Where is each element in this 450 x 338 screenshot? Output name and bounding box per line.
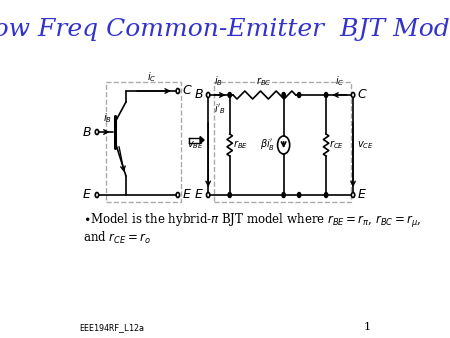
Circle shape [282,93,285,97]
Text: and $r_{CE} = r_o$: and $r_{CE} = r_o$ [84,230,151,246]
Circle shape [228,193,231,197]
Text: $v_{CE}$: $v_{CE}$ [357,139,374,151]
Polygon shape [200,137,204,144]
Text: $i_B$: $i_B$ [103,111,112,125]
Circle shape [351,193,355,197]
Text: $B$: $B$ [194,89,203,101]
Text: $C$: $C$ [182,84,193,97]
Circle shape [176,89,180,94]
Circle shape [207,193,210,197]
Circle shape [95,129,99,135]
Bar [214,82,351,202]
Text: $i'_B$: $i'_B$ [214,102,226,116]
Text: $E$: $E$ [82,189,92,201]
Text: $E$: $E$ [194,189,203,201]
Text: $r_{CE}$: $r_{CE}$ [329,139,345,151]
Text: $r_{BE}$: $r_{BE}$ [233,139,248,151]
Text: $i_C$: $i_C$ [147,70,156,84]
Text: Low Freq Common-Emitter  BJT Model: Low Freq Common-Emitter BJT Model [0,18,450,41]
Circle shape [282,193,285,197]
Circle shape [176,193,180,197]
Text: $C$: $C$ [357,89,368,101]
Text: EEE194RF_L12a: EEE194RF_L12a [79,323,144,332]
Circle shape [297,193,301,197]
Circle shape [324,193,328,197]
Circle shape [324,93,328,97]
Bar [106,82,181,202]
Text: 1: 1 [364,322,371,332]
Circle shape [351,93,355,97]
Text: $r_{BC}$: $r_{BC}$ [256,75,272,88]
Circle shape [207,93,210,97]
Text: $E$: $E$ [357,189,367,201]
Text: $v_{BE}$: $v_{BE}$ [187,139,204,151]
Text: $\bullet$Model is the hybrid-$\pi$ BJT model where $r_{BE} = r_{\pi}$, $r_{BC} =: $\bullet$Model is the hybrid-$\pi$ BJT m… [84,212,422,230]
Text: $\beta i_B^{\prime}$: $\beta i_B^{\prime}$ [261,138,275,152]
Text: $i_C$: $i_C$ [335,74,344,88]
Circle shape [228,93,231,97]
Text: $B$: $B$ [82,125,92,139]
Circle shape [297,93,301,97]
Circle shape [95,193,99,197]
Text: $i_B$: $i_B$ [215,74,223,88]
Text: $E$: $E$ [182,189,192,201]
